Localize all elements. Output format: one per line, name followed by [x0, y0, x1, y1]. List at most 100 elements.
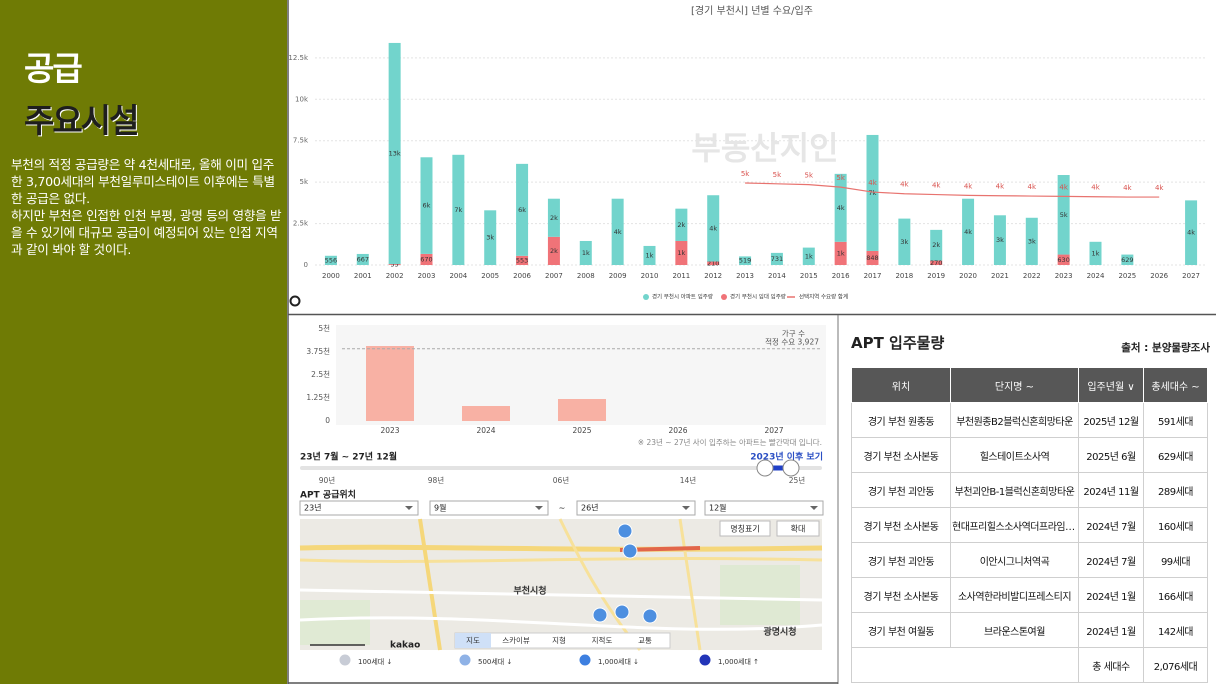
map-tab[interactable]: 지형	[552, 636, 566, 645]
supply-table: 위치 단지명 ~ 입주년월 ∨ 총세대수 ~ 경기 부천 원종동 부천원종B2블럭신혼희…	[851, 367, 1208, 683]
bar	[579, 240, 592, 265]
y-tick-label: 1.25천	[306, 392, 330, 402]
table-cell: 부천괴안B-1블럭신혼희망타운	[950, 472, 1079, 508]
bar	[707, 195, 720, 262]
map-marker[interactable]	[592, 607, 608, 623]
table-cell: 2024년 1월	[1078, 612, 1144, 648]
data-label: 556	[325, 256, 337, 264]
data-label: 4k	[1123, 184, 1132, 192]
map-marker[interactable]	[642, 608, 658, 624]
data-label: 210	[707, 259, 719, 267]
y-tick-label: 5k	[299, 178, 308, 186]
column-header[interactable]: 위치	[851, 367, 951, 403]
x-tick-label: 2014	[768, 272, 786, 280]
table-row: 경기 부천 괴안동 이안시그니처역곡 2024년 7월 99세대	[851, 542, 1208, 578]
map-tab[interactable]: 스카이뷰	[502, 635, 530, 645]
table-cell: 2024년 1월	[1078, 577, 1144, 613]
button[interactable]: 2023년 이후 보기	[750, 451, 823, 463]
x-tick-label: 2005	[481, 272, 499, 280]
map-tab[interactable]: 지도	[466, 636, 480, 645]
select-value: 12월	[709, 503, 727, 513]
data-label: 1k	[1092, 249, 1100, 257]
column-header[interactable]: 총세대수 ~	[1143, 367, 1208, 403]
bar	[675, 208, 688, 241]
y-tick-label: 3.75천	[306, 346, 330, 356]
x-tick-label: 2023	[1055, 272, 1073, 280]
bar	[420, 253, 433, 265]
slider-handle[interactable]	[782, 459, 800, 477]
x-tick-label: 2023	[380, 426, 399, 435]
x-tick-label: 2013	[736, 272, 754, 280]
select[interactable]	[704, 500, 824, 516]
data-label: 4k	[1059, 183, 1068, 191]
map-road	[299, 588, 823, 602]
column-header[interactable]: 입주년월 ∨	[1078, 367, 1144, 403]
data-label: 4k	[837, 204, 845, 212]
data-label: 1k	[646, 251, 654, 259]
x-tick-label: 2019	[927, 272, 945, 280]
map-marker[interactable]	[614, 604, 630, 620]
select-value: 26년	[581, 503, 599, 513]
place-label: 광명시청	[763, 626, 796, 638]
data-label: 7k	[454, 206, 462, 214]
select[interactable]	[576, 500, 696, 516]
legend-icon	[458, 653, 472, 667]
source: 출처 : 분양물량조사	[1121, 342, 1210, 354]
x-tick-label: 2008	[577, 272, 595, 280]
bar	[484, 210, 497, 265]
demand-line	[745, 182, 1160, 198]
bar	[1089, 241, 1102, 265]
data-label: 1k	[677, 249, 685, 257]
table-cell: 160세대	[1143, 507, 1208, 543]
x-tick-label: 2024	[476, 426, 495, 435]
bar	[993, 215, 1006, 265]
data-label: 7k	[869, 189, 877, 197]
legend-label: 경기 부천시 아파트 입주량	[652, 293, 713, 301]
y-tick-label: 12.5k	[288, 54, 309, 62]
total-value: 2,076세대	[1143, 647, 1208, 683]
x-tick-label: 2018	[895, 272, 913, 280]
bar	[770, 252, 783, 265]
data-label: 13k	[389, 150, 401, 158]
select-arrow	[535, 506, 543, 510]
separator: ~	[559, 504, 566, 513]
bar	[834, 173, 847, 242]
table-cell: 부천원종B2블럭신혼희망타운	[950, 402, 1079, 438]
table-cell: 힐스테이트소사역	[950, 437, 1079, 473]
bar	[739, 256, 752, 265]
table-cell: 2024년 7월	[1078, 542, 1144, 578]
x-tick-label: 2011	[672, 272, 690, 280]
data-label: 5k	[836, 174, 845, 182]
data-label: 630	[1057, 256, 1069, 264]
map-marker[interactable]	[617, 523, 633, 539]
x-tick-label: 2025	[1118, 272, 1136, 280]
legend-label: 500세대 ↓	[478, 657, 512, 666]
map-marker[interactable]	[622, 543, 638, 559]
x-tick-label: 2000	[322, 272, 340, 280]
bar	[1057, 254, 1070, 265]
x-tick-label: 2020	[959, 272, 977, 280]
select[interactable]	[429, 500, 549, 516]
slider-handle[interactable]	[756, 459, 774, 477]
section-title: APT 공급위치	[300, 489, 356, 501]
data-label: 4k	[1028, 183, 1037, 191]
bar	[1121, 254, 1134, 265]
select[interactable]	[299, 500, 419, 516]
slider-tick-label: 98년	[428, 475, 445, 485]
map-tab[interactable]: 교통	[638, 636, 652, 645]
data-label: 553	[516, 256, 528, 264]
column-header[interactable]: 단지명 ~	[950, 367, 1079, 403]
map-button[interactable]	[719, 520, 771, 537]
map-button[interactable]	[776, 520, 820, 537]
note: ※ 23년 ~ 27년 사이 입주하는 아파트는 빨간막대 입니다.	[638, 437, 822, 447]
x-tick-label: 2009	[609, 272, 627, 280]
legend-label: 1,000세대 ↓	[598, 657, 639, 666]
table-cell: 경기 부천 여월동	[851, 612, 951, 648]
legend-label: 100세대 ↓	[358, 657, 392, 666]
table-cell: 2025년 6월	[1078, 437, 1144, 473]
data-label: 1k	[582, 249, 590, 257]
table-cell: 이안시그니처역곡	[950, 542, 1079, 578]
x-tick-label: 2003	[418, 272, 436, 280]
bar	[516, 163, 529, 256]
map-tab[interactable]: 지적도	[592, 635, 613, 645]
